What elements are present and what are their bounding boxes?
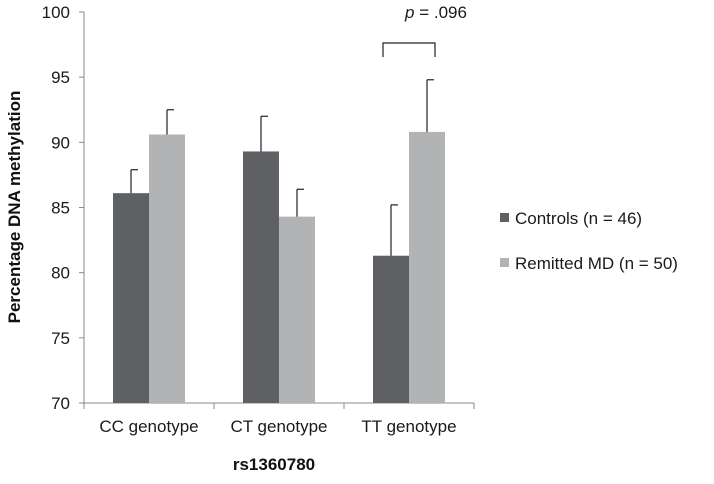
legend-label-remitted-md: Remitted MD (n = 50) (515, 254, 678, 273)
significance-bracket (382, 42, 436, 57)
y-axis-ticks: 70 75 80 85 90 95 100 (42, 3, 84, 413)
y-tick-label: 100 (42, 3, 70, 22)
significance-annotation: p = .096 (382, 3, 467, 57)
bar-remitted-md-tt (409, 131, 445, 403)
y-tick-label: 80 (51, 264, 70, 283)
x-axis-title: rs1360780 (233, 455, 315, 474)
x-axis-ticks: CC genotype CT genotype TT genotype (83, 403, 475, 436)
y-tick-label: 90 (51, 133, 70, 152)
y-tick-label: 95 (51, 68, 70, 87)
legend-swatch-controls (500, 213, 509, 222)
bars-group (113, 131, 445, 403)
y-axis-title: Percentage DNA methylation (5, 91, 24, 324)
x-tick-label: CT genotype (230, 417, 327, 436)
bar-controls-cc (113, 193, 149, 403)
x-tick-label: TT genotype (361, 417, 456, 436)
bar-remitted-md-ct (279, 216, 315, 403)
y-tick-label: 70 (51, 394, 70, 413)
legend-swatch-remitted-md (500, 258, 509, 267)
error-bars-group (130, 79, 434, 256)
p-value: = .096 (414, 3, 466, 22)
bar-controls-ct (243, 151, 279, 403)
y-tick-label: 85 (51, 199, 70, 218)
x-tick-label: CC genotype (99, 417, 198, 436)
p-value-label: p = .096 (404, 3, 467, 22)
legend: Controls (n = 46) Remitted MD (n = 50) (500, 209, 678, 273)
p-symbol: p (404, 3, 414, 22)
bar-remitted-md-cc (149, 134, 185, 403)
legend-label-controls: Controls (n = 46) (515, 209, 642, 228)
bar-controls-tt (373, 255, 409, 403)
y-tick-label: 75 (51, 329, 70, 348)
